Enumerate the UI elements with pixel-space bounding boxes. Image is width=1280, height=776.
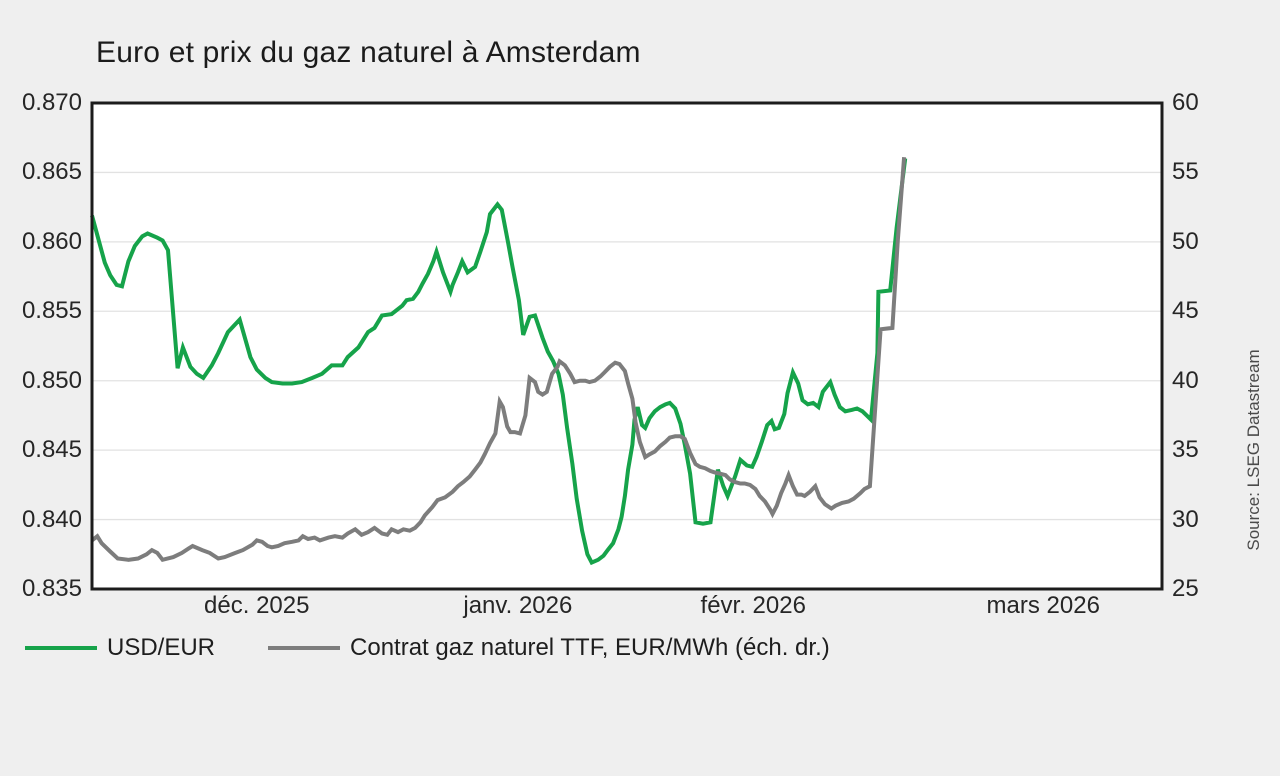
x-axis-tick: févr. 2026 <box>700 592 806 619</box>
x-axis-tick: déc. 2025 <box>204 592 310 619</box>
x-axis-tick: janv. 2026 <box>463 592 573 619</box>
legend-item-usdeur: USD/EUR <box>25 634 215 662</box>
y-axis-left-tick: 0.855 <box>21 297 82 325</box>
y-axis-left-tick: 0.850 <box>21 366 82 394</box>
legend-label: USD/EUR <box>107 634 216 661</box>
y-axis-right-tick: 30 <box>1172 505 1199 533</box>
y-axis-left-tick: 0.860 <box>21 227 82 255</box>
y-axis-right-tick: 40 <box>1172 366 1199 394</box>
series-line-ttf <box>90 157 907 563</box>
y-axis-left-tick: 0.835 <box>21 575 82 602</box>
y-axis-right-tick: 60 <box>1172 89 1199 116</box>
source-note: Source: LSEG Datastream <box>1244 349 1263 551</box>
y-axis-right-tick: 55 <box>1172 158 1199 186</box>
legend-item-ttf: Contrat gaz naturel TTF, EUR/MWh (éch. d… <box>268 634 830 662</box>
y-axis-right-tick: 25 <box>1172 575 1199 602</box>
page-title: Euro et prix du gaz naturel à Amsterdam <box>96 36 641 69</box>
y-axis-left-tick: 0.870 <box>21 89 82 116</box>
plot-frame <box>90 101 1164 591</box>
legend-swatch-green-line <box>25 646 97 650</box>
y-axis-left-tick: 0.845 <box>21 436 82 464</box>
legend-swatch-gray-line <box>268 646 341 650</box>
x-axis-tick: mars 2026 <box>986 592 1100 619</box>
legend: USD/EUR Contrat gaz naturel TTF, EUR/MWh… <box>25 632 830 664</box>
plot-area <box>92 103 1162 589</box>
y-axis-right-tick: 50 <box>1172 227 1199 255</box>
y-axis-right-tick: 35 <box>1172 436 1199 464</box>
y-axis-left-tick: 0.840 <box>21 505 82 533</box>
series-line-usdeur <box>90 158 908 566</box>
y-axis-right-tick: 45 <box>1172 297 1199 325</box>
y-axis-left-tick: 0.865 <box>21 158 82 186</box>
legend-label: Contrat gaz naturel TTF, EUR/MWh (éch. d… <box>350 634 830 661</box>
